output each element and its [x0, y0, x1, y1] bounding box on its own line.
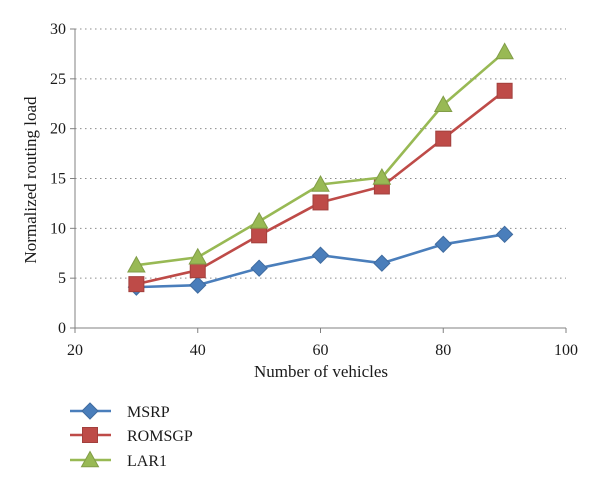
data-point-lar1 — [433, 95, 453, 113]
tick-labels: 0 5 10 15 20 25 30 20 40 60 80 100 — [50, 21, 578, 359]
legend-label: MSRP — [127, 404, 170, 421]
y-tick-label: 10 — [50, 220, 66, 237]
y-tick-label: 25 — [50, 71, 66, 88]
legend-marker — [80, 450, 100, 468]
y-tick-label: 30 — [50, 21, 66, 38]
legend-item-msrp: MSRP — [70, 402, 170, 421]
data-point-msrp — [434, 235, 452, 253]
legend-label: ROMSGP — [127, 428, 193, 445]
data-point-msrp — [373, 254, 391, 272]
data-point-romsgp — [128, 276, 145, 293]
x-tick-label: 100 — [554, 342, 578, 359]
y-axis-title: Normalized routing load — [21, 96, 40, 264]
x-tick-label: 80 — [435, 342, 451, 359]
x-axis-title: Number of vehicles — [254, 362, 388, 381]
data-point-lar1 — [188, 247, 208, 265]
legend: MSRP ROMSGP LAR1 — [70, 402, 193, 470]
series-msrp — [127, 225, 514, 296]
data-point-msrp — [495, 225, 514, 244]
data-point-lar1 — [311, 174, 330, 192]
legend-marker — [82, 427, 98, 443]
data-point-romsgp — [189, 262, 206, 279]
y-tick-label: 15 — [50, 171, 66, 188]
y-tick-label: 20 — [50, 121, 66, 138]
data-point-romsgp — [496, 82, 513, 99]
data-point-lar1 — [495, 42, 514, 60]
data-point-romsgp — [435, 130, 452, 147]
x-tick-label: 20 — [67, 342, 83, 359]
data-point-romsgp — [312, 194, 329, 211]
y-tick-label: 5 — [58, 270, 66, 287]
data-point-lar1 — [372, 167, 392, 185]
series-romsgp — [128, 82, 513, 293]
data-point-msrp — [250, 259, 268, 277]
legend-item-romsgp: ROMSGP — [70, 427, 193, 445]
legend-item-lar1: LAR1 — [70, 450, 167, 470]
legend-label: LAR1 — [127, 453, 167, 470]
data-point-msrp — [189, 276, 207, 294]
data-point-romsgp — [251, 227, 268, 244]
gridlines — [75, 28, 566, 279]
x-tick-label: 60 — [313, 342, 329, 359]
series-line-lar1 — [136, 50, 506, 267]
y-tick-label: 0 — [58, 320, 66, 337]
x-tick-label: 40 — [190, 342, 206, 359]
series-layer — [127, 42, 514, 296]
data-point-lar1 — [249, 211, 269, 229]
series-lar1 — [127, 42, 514, 273]
data-point-msrp — [311, 246, 330, 264]
legend-marker — [81, 402, 99, 420]
data-point-lar1 — [127, 255, 146, 273]
axes — [70, 28, 567, 333]
